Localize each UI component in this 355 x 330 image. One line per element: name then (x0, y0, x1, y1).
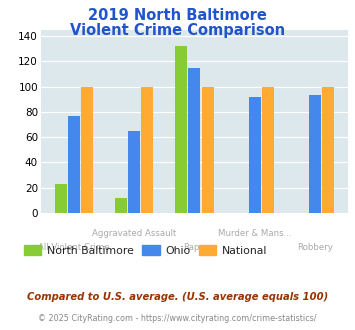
Bar (128, 131, 140, 213)
Bar (115, 198, 127, 213)
Text: Rape: Rape (184, 243, 205, 252)
Text: Aggravated Assault: Aggravated Assault (92, 229, 176, 238)
Bar (262, 86, 274, 213)
Bar (322, 86, 334, 213)
Bar (248, 97, 261, 213)
Bar (81, 86, 93, 213)
Text: 2019 North Baltimore: 2019 North Baltimore (88, 8, 267, 23)
Text: Murder & Mans...: Murder & Mans... (218, 229, 291, 238)
Text: Compared to U.S. average. (U.S. average equals 100): Compared to U.S. average. (U.S. average … (27, 292, 328, 302)
Text: Robbery: Robbery (297, 243, 333, 252)
Bar (68, 115, 80, 213)
Bar (202, 86, 214, 213)
Bar (309, 95, 321, 213)
Bar (55, 184, 67, 213)
Bar (189, 68, 200, 213)
Bar (175, 46, 187, 213)
Legend: North Baltimore, Ohio, National: North Baltimore, Ohio, National (20, 241, 271, 260)
Text: © 2025 CityRating.com - https://www.cityrating.com/crime-statistics/: © 2025 CityRating.com - https://www.city… (38, 314, 317, 323)
Bar (141, 86, 153, 213)
Text: Violent Crime Comparison: Violent Crime Comparison (70, 23, 285, 38)
Text: All Violent Crime: All Violent Crime (38, 243, 110, 252)
